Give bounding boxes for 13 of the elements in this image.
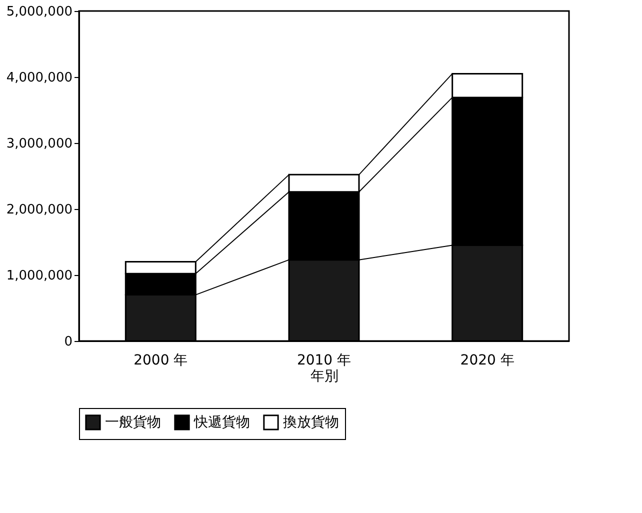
x-tick-label: 2020 年 [460, 352, 514, 368]
x-tick-label: 2000 年 [134, 352, 188, 368]
y-tick-label: 2,000,000 [6, 202, 72, 218]
x-tick-label: 2010 年 [296, 352, 352, 368]
y-tick-label: 0 [64, 334, 72, 350]
x-axis-title: 年別 [310, 368, 338, 384]
legend-label: 快遞貨物 [193, 414, 250, 430]
y-tick-label: 1,000,000 [6, 268, 72, 284]
legend-label: 一般貨物 [105, 414, 161, 430]
y-tick-label: 3,000,000 [6, 136, 72, 152]
y-tick-label: 4,000,000 [6, 70, 72, 86]
legend-label: 換放貨物 [283, 414, 339, 430]
y-tick-label: 5,000,000 [6, 4, 72, 20]
